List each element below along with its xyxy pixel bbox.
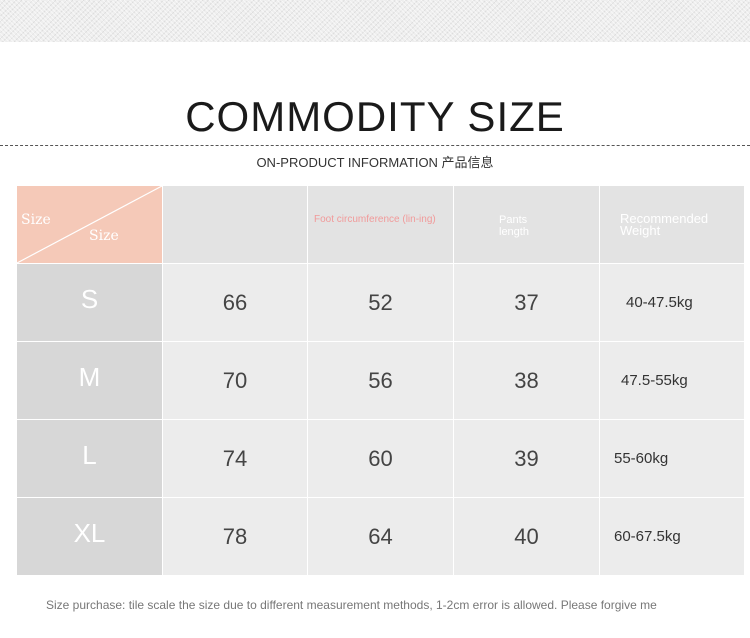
table-cell: 60 xyxy=(308,420,454,498)
weight-cell: 40-47.5kg xyxy=(600,264,745,342)
header-label: Recommended Weight xyxy=(620,211,709,238)
size-table: Size Size Foot circumference (lin-ing) P… xyxy=(17,186,745,576)
size-label: L xyxy=(82,440,97,470)
page-subtitle: ON-PRODUCT INFORMATION 产品信息 xyxy=(256,155,494,170)
footnote: Size purchase: tile scale the size due t… xyxy=(46,598,657,612)
table-cell: 70 xyxy=(163,342,308,420)
table-cell: 37 xyxy=(454,264,600,342)
dashed-divider xyxy=(0,145,750,146)
weight-cell: 55-60kg xyxy=(600,420,745,498)
size-label-cell: S xyxy=(17,264,163,342)
table-cell: 39 xyxy=(454,420,600,498)
top-texture-banner xyxy=(0,0,750,42)
size-label: S xyxy=(80,284,99,314)
table-cell: 64 xyxy=(308,498,454,576)
diagonal-line xyxy=(17,186,162,263)
table-cell: 56 xyxy=(308,342,454,420)
table-cell: 66 xyxy=(163,264,308,342)
corner-label-bottom: Size xyxy=(89,228,119,244)
table-cell: 38 xyxy=(454,342,600,420)
weight-cell: 47.5-55kg xyxy=(600,342,745,420)
corner-label-top: Size xyxy=(21,212,51,228)
size-label: M xyxy=(78,362,101,392)
table-cell: 78 xyxy=(163,498,308,576)
header-foot-circumference: Foot circumference (lin-ing) xyxy=(308,186,454,264)
weight-cell: 60-67.5kg xyxy=(600,498,745,576)
header-label: Pants length xyxy=(499,214,529,238)
header-label: Foot circumference (lin-ing) xyxy=(314,214,436,225)
header-recommended-weight: Recommended Weight xyxy=(600,186,745,264)
header-pants-length: Pants length xyxy=(454,186,600,264)
size-label: XL xyxy=(73,518,106,548)
table-cell: 52 xyxy=(308,264,454,342)
size-label-cell: M xyxy=(17,342,163,420)
header-corner-cell: Size Size xyxy=(17,186,163,264)
page-title: COMMODITY SIZE xyxy=(185,93,565,140)
table-cell: 40 xyxy=(454,498,600,576)
table-cell: 74 xyxy=(163,420,308,498)
size-label-cell: XL xyxy=(17,498,163,576)
header-waist xyxy=(163,186,308,264)
size-label-cell: L xyxy=(17,420,163,498)
